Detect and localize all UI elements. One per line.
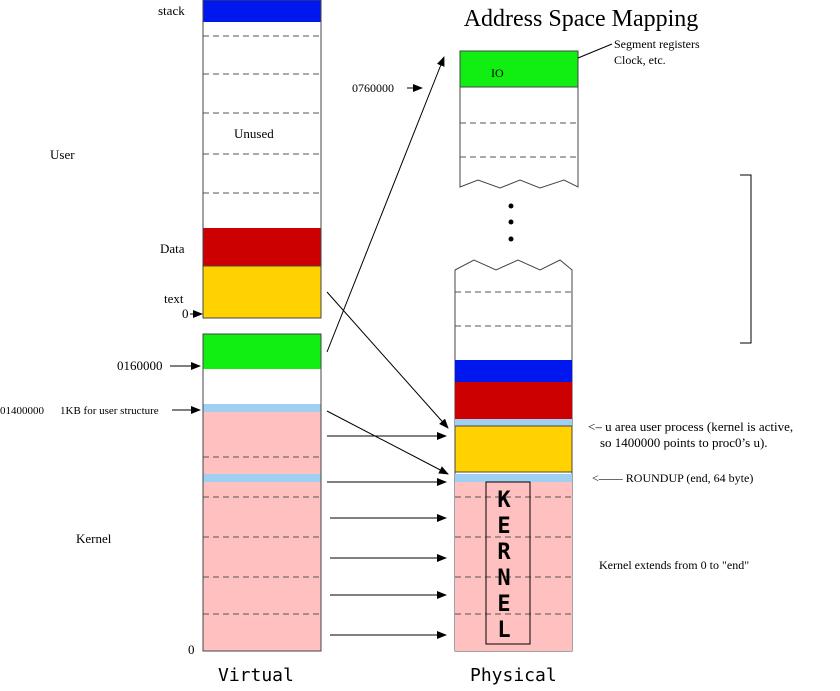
user-memory-bracket (740, 174, 752, 344)
virtual-user-space (202, 0, 322, 319)
kernel-letters: K E R N E L (497, 488, 511, 643)
user-zero-label: 0 (182, 306, 189, 321)
kernel-region (203, 412, 321, 651)
stack-label: stack (158, 3, 185, 18)
user-structure-segment (203, 404, 321, 412)
io-segment (459, 50, 579, 88)
physical-kernel-region (455, 482, 572, 651)
physical-text-segment (454, 425, 573, 473)
kernel-letter: N (497, 566, 510, 591)
roundup-segment (203, 474, 321, 482)
user-structure-label: 1KB for user structure (60, 405, 159, 417)
ellipsis-dot (508, 203, 514, 209)
mapping-arrows (326, 56, 449, 639)
kernel-letter: L (497, 618, 510, 643)
kernel-extends-note: Kernel extends from 0 to "end" (599, 558, 749, 572)
data-segment (203, 228, 321, 266)
kernel-letter: K (497, 488, 511, 513)
u-area-note-line1: <– u area user process (kernel is active… (588, 419, 793, 434)
physical-io-region (459, 50, 579, 189)
kernel-letter: E (497, 592, 510, 617)
segment-registers-pointer (577, 43, 613, 59)
unused-label: Unused (234, 126, 274, 141)
diagram-title: Address Space Mapping (464, 6, 699, 32)
addr-0760000-label: 0760000 (352, 81, 394, 95)
user-label: User (50, 147, 75, 162)
physical-stack-segment (455, 360, 572, 382)
ellipsis-dot (508, 219, 514, 225)
text-mapping-arrow (326, 291, 449, 429)
io-mapped-segment (203, 334, 321, 369)
segment-registers-note: Segment registers (614, 37, 700, 51)
u-area-note-line2: so 1400000 points to proc0’s u). (600, 435, 768, 450)
data-label: Data (160, 241, 185, 256)
kernel-zero-label: 0 (188, 642, 195, 657)
kernel-letters-box (485, 481, 531, 645)
physical-data-segment (455, 382, 572, 419)
kernel-letter: E (497, 514, 510, 539)
physical-u-area (455, 419, 572, 426)
physical-main-memory (454, 259, 573, 652)
clock-note: Clock, etc. (614, 53, 666, 67)
kernel-letter: R (497, 540, 511, 565)
virtual-kernel-space (202, 333, 322, 652)
virtual-label: Virtual (218, 665, 294, 686)
text-label: text (164, 291, 184, 306)
stack-segment (203, 0, 321, 22)
text-segment (202, 265, 322, 319)
ellipsis-dot (508, 236, 514, 242)
roundup-note: <—— ROUNDUP (end, 64 byte) (592, 471, 753, 485)
physical-label: Physical (470, 665, 557, 686)
io-mapping-arrow (326, 56, 445, 353)
kernel-label: Kernel (76, 531, 112, 546)
ustruct-mapping-arrow (326, 410, 449, 475)
addr-01400000-label: 01400000 (0, 405, 45, 417)
physical-roundup (455, 474, 572, 482)
io-label: IO (491, 66, 504, 80)
addr-0160000-label: 0160000 (117, 358, 163, 373)
